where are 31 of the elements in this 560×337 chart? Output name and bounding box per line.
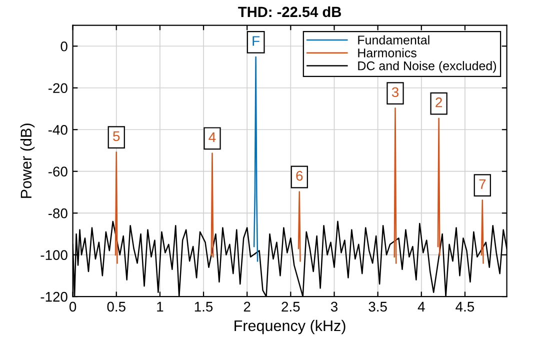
annotation: 4 [208,132,216,142]
annotation: 6 [296,170,303,181]
x-tick-label: 1.5 [194,302,213,312]
y-tick-label: -80 [48,208,68,218]
chart-title: THD: -22.54 dB [238,6,341,18]
y-tick-label: -100 [40,250,68,260]
y-tick-label: -120 [40,292,68,302]
x-axis-title: Frequency (kHz) [234,320,346,334]
legend-label: DC and Noise (excluded) [358,61,496,73]
y-axis-title: Power (dB) [20,124,35,198]
y-tick-label: -20 [48,83,68,94]
x-tick-label: 4 [418,302,425,312]
x-tick-label: 0.5 [107,302,126,312]
x-tick-label: 1 [157,302,164,312]
y-tick-label: -40 [48,124,68,135]
legend-label: Harmonics [358,48,416,58]
y-tick-label: -60 [48,166,68,177]
y-tick-label: 0 [60,41,68,52]
x-tick-label: 2 [244,302,250,312]
legend-label: Fundamental [358,35,430,44]
annotation: 5 [113,131,120,142]
x-tick-label: 0 [69,302,76,312]
x-tick-label: 3 [330,302,338,312]
annotation: 2 [436,97,442,108]
annotation: 7 [479,179,486,189]
x-tick-label: 3.5 [368,302,387,312]
line-series [253,56,258,262]
x-tick-label: 4.5 [456,302,474,312]
annotation: F [252,36,260,46]
annotation: 3 [392,87,398,98]
x-tick-label: 2.5 [282,302,300,312]
